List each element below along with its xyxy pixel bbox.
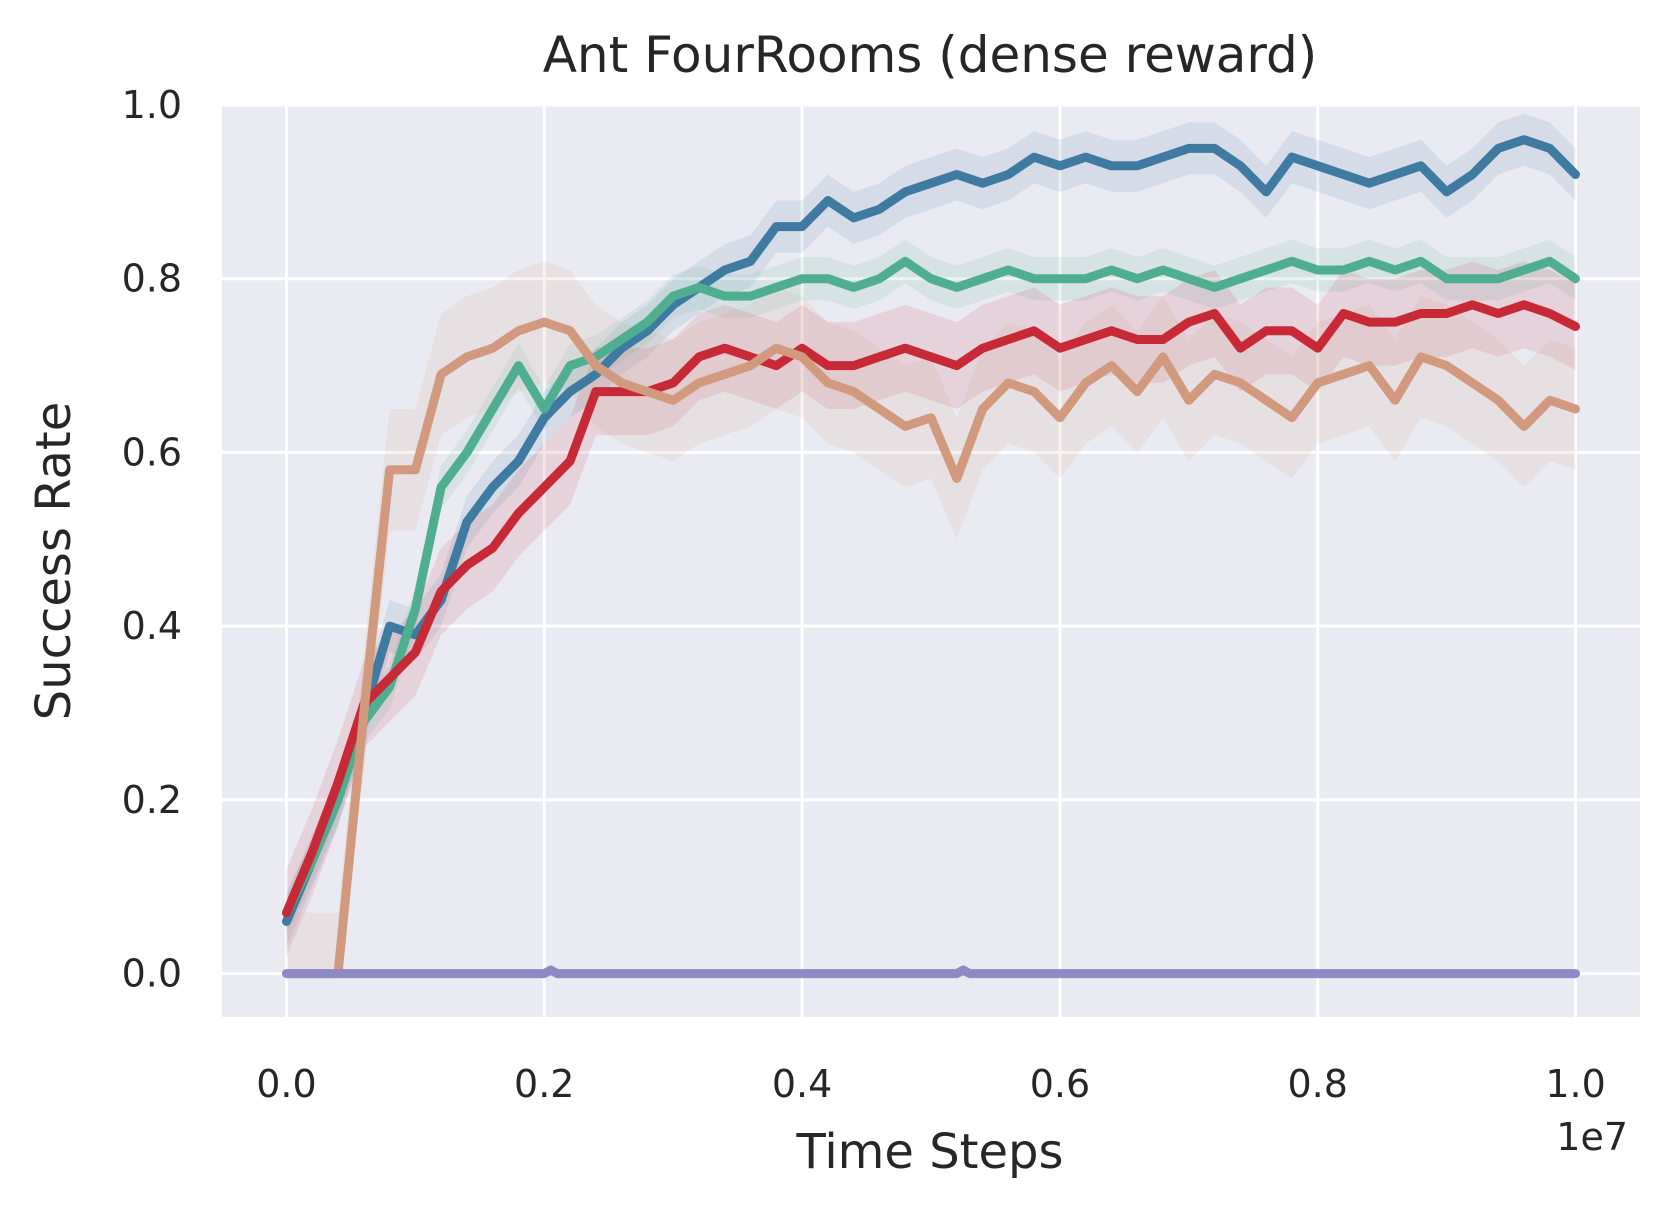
x-axis-ticks: 0.0 0.2 0.4 0.6 0.8 1.0 (256, 1062, 1606, 1106)
x-tick-label: 0.8 (1288, 1062, 1348, 1106)
x-tick-label: 0.0 (256, 1062, 316, 1106)
y-tick-label: 0.8 (122, 257, 182, 301)
series-band-3 (286, 261, 1576, 957)
y-tick-label: 0.6 (122, 430, 182, 474)
series-lines (282, 135, 1580, 979)
x-axis-label: Time Steps (795, 1124, 1063, 1180)
y-tick-label: 0.4 (122, 604, 182, 648)
y-axis-ticks: 0.0 0.2 0.4 0.6 0.8 1.0 (122, 83, 182, 996)
x-tick-label: 0.2 (514, 1062, 574, 1106)
y-tick-label: 0.0 (122, 952, 182, 996)
x-tick-label: 1.0 (1545, 1062, 1605, 1106)
series-band-4 (286, 261, 1576, 974)
y-tick-label: 0.2 (122, 778, 182, 822)
series-line-4 (282, 317, 1580, 979)
series-line-2 (282, 256, 1580, 918)
y-tick-label: 1.0 (122, 83, 182, 127)
confidence-bands (286, 113, 1576, 974)
x-tick-label: 0.6 (1030, 1062, 1090, 1106)
chart-title: Ant FourRooms (dense reward) (543, 26, 1318, 84)
series-line-1 (282, 135, 1580, 926)
x-axis-offset-label: 1e7 (1556, 1115, 1628, 1159)
y-axis-label: Success Rate (26, 402, 82, 721)
series-line-5 (282, 965, 1580, 979)
plot-area (222, 105, 1640, 1017)
series-line-3 (282, 300, 1580, 918)
x-tick-label: 0.4 (772, 1062, 832, 1106)
series-band-1 (286, 113, 1576, 948)
